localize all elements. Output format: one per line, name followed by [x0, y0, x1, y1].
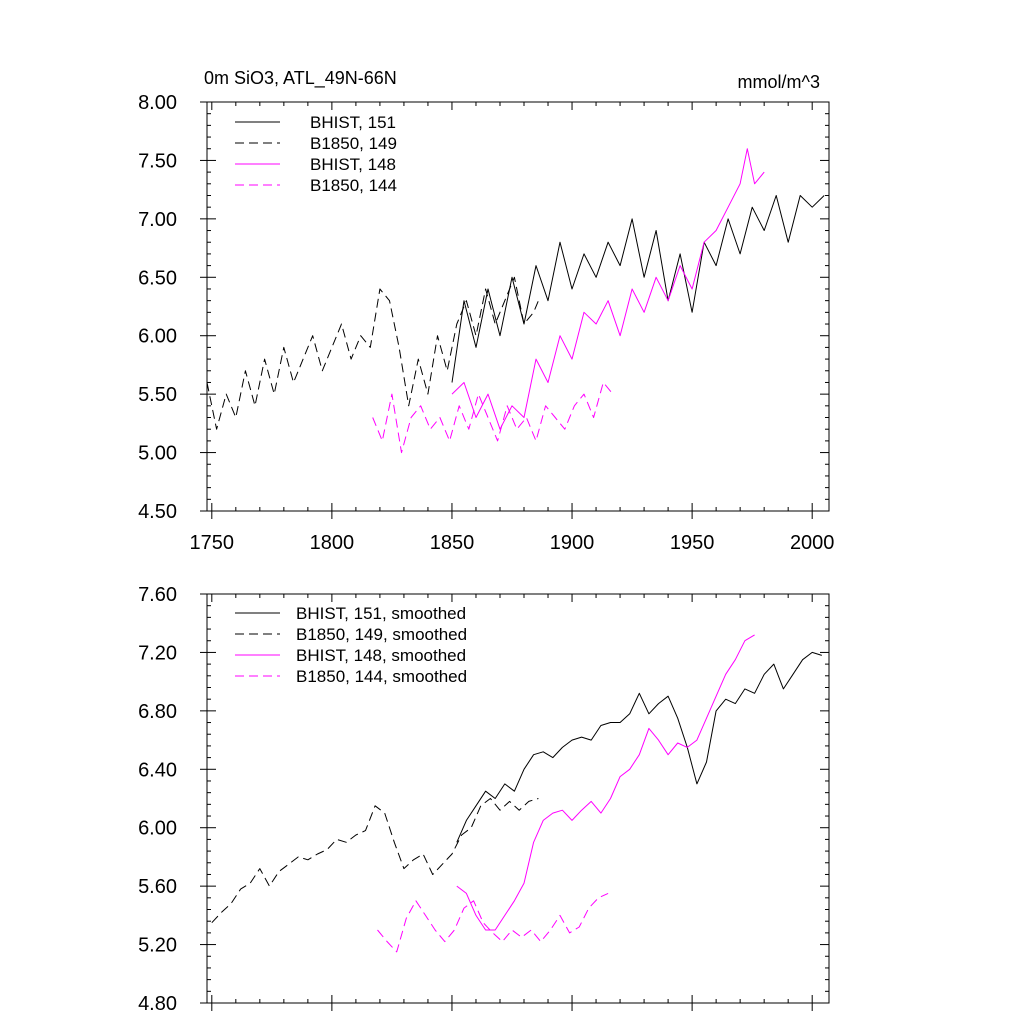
bottom-series-0-line — [456, 651, 822, 843]
top-y-tick-label: 8.00 — [138, 92, 177, 114]
bottom-series-3-line — [377, 892, 609, 953]
top-legend-label-2: BHIST, 148 — [310, 155, 396, 174]
bottom-legend-label-3: B1850, 144, smoothed — [296, 667, 467, 686]
top-x-tick-label: 2000 — [790, 532, 835, 554]
bottom-series-1-line — [211, 798, 539, 924]
bottom-y-tick-label: 6.00 — [138, 818, 177, 840]
top-title-right: mmol/m^3 — [738, 72, 820, 92]
top-y-tick-label: 7.00 — [138, 209, 177, 231]
top-legend-label-3: B1850, 144 — [310, 176, 397, 195]
top-y-tick-label: 6.00 — [138, 326, 177, 348]
top-plot-frame — [206, 101, 830, 512]
bottom-y-tick-label: 7.60 — [138, 584, 177, 606]
top-series-3-line — [372, 382, 614, 454]
top-x-tick-label: 1750 — [190, 532, 235, 554]
bottom-y-tick-label: 6.80 — [138, 701, 177, 723]
top-x-tick-label: 1950 — [670, 532, 715, 554]
bottom-y-tick-label: 7.20 — [138, 642, 177, 664]
top-y-tick-label: 6.50 — [138, 267, 177, 289]
top-x-tick-label: 1900 — [550, 532, 595, 554]
top-series-2-line — [451, 148, 765, 430]
bottom-y-tick-label: 6.40 — [138, 759, 177, 781]
top-x-tick-label: 1850 — [430, 532, 475, 554]
bottom-y-tick-label: 5.60 — [138, 876, 177, 898]
top-legend-label-1: B1850, 149 — [310, 134, 397, 153]
top-series-1-line — [206, 276, 539, 430]
top-series-0-line — [451, 195, 825, 383]
bottom-y-tick-label: 5.20 — [138, 935, 177, 957]
bottom-panel: 4.80 5.20 5.60 6.00 6.40 6.80 7.20 7.60 BHIST, 1… — [138, 584, 830, 1015]
top-y-tick-label: 7.50 — [138, 150, 177, 172]
top-y-tick-label: 4.50 — [138, 501, 177, 523]
top-y-tick-label: 5.50 — [138, 384, 177, 406]
top-y-tick-label: 5.00 — [138, 443, 177, 465]
top-x-tick-label: 1800 — [310, 532, 355, 554]
bottom-legend-label-2: BHIST, 148, smoothed — [296, 646, 466, 665]
bottom-y-tick-label: 4.80 — [138, 993, 177, 1015]
bottom-legend-label-1: B1850, 149, smoothed — [296, 625, 467, 644]
bottom-series-2-line — [456, 634, 755, 931]
top-legend-label-0: BHIST, 151 — [310, 113, 396, 132]
bottom-legend-label-0: BHIST, 151, smoothed — [296, 604, 466, 623]
bottom-plot-frame — [206, 593, 830, 1004]
top-panel: 0m SiO3, ATL_49N-66N mmol/m^3 1750 1800 18… — [138, 68, 834, 554]
top-title-left: 0m SiO3, ATL_49N-66N — [204, 68, 397, 89]
